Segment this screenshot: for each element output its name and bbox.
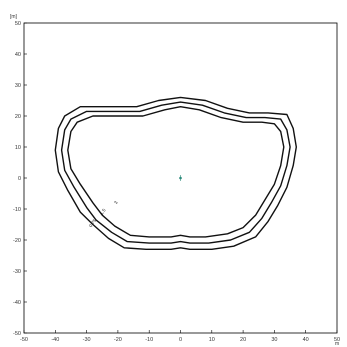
y-tick-label: 40 bbox=[15, 52, 21, 58]
y-tick-label: -30 bbox=[13, 269, 21, 275]
y-tick-label: -10 bbox=[13, 207, 21, 213]
y-tick-label: 50 bbox=[15, 21, 21, 27]
contour-label: 1.5 bbox=[99, 207, 107, 215]
x-tick-label: -30 bbox=[83, 337, 91, 343]
x-tick-label: -20 bbox=[114, 337, 122, 343]
contour-line-2 bbox=[60, 101, 291, 244]
axis-ticks: -50 -40 -30 -20 -10 0 10 20 30 40 50 50 40 30 20 10 0 -10… bbox=[13, 21, 340, 343]
x-tick-label: 50 bbox=[334, 337, 340, 343]
x-tick-label: 30 bbox=[271, 337, 277, 343]
y-tick-label: 30 bbox=[15, 83, 21, 89]
x-tick-label: 0 bbox=[179, 337, 182, 343]
x-tick-label: 20 bbox=[240, 337, 246, 343]
contour-label: 3 bbox=[113, 200, 119, 205]
y-tick-label: 10 bbox=[15, 145, 21, 151]
y-unit-label: [m] bbox=[10, 14, 18, 20]
contour-labels: 3 1.50.75 bbox=[88, 200, 119, 229]
contour-label: 0.75 bbox=[88, 218, 97, 228]
source-marker bbox=[179, 175, 182, 181]
x-tick-label: -10 bbox=[145, 337, 153, 343]
contour-line-1 bbox=[67, 106, 285, 238]
contour-line-3 bbox=[54, 96, 297, 250]
x-tick-label: -40 bbox=[51, 337, 59, 343]
y-tick-label: 0 bbox=[18, 176, 21, 182]
x-tick-label: -50 bbox=[20, 337, 28, 343]
y-tick-label: -50 bbox=[13, 331, 21, 337]
x-tick-label: 40 bbox=[303, 337, 309, 343]
y-tick-label: 20 bbox=[15, 114, 21, 120]
contour-lines bbox=[54, 96, 297, 250]
y-tick-label: -40 bbox=[13, 300, 21, 306]
x-tick-label: 10 bbox=[209, 337, 215, 343]
x-unit-label: m bbox=[335, 341, 339, 347]
y-tick-label: -20 bbox=[13, 238, 21, 244]
